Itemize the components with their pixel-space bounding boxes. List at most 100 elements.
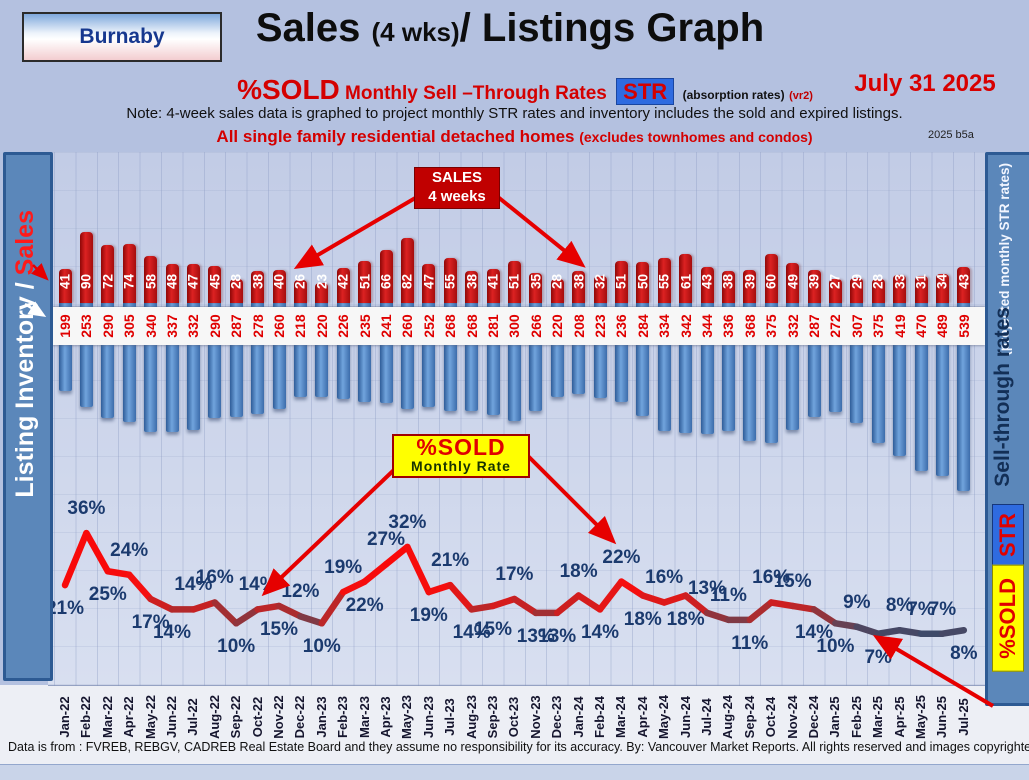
x-axis-label: Apr-24 [634, 696, 650, 738]
str-line-segment [789, 602, 818, 613]
bar-sales [935, 274, 949, 303]
bar-sales [828, 279, 842, 303]
bottom-strip [0, 764, 1029, 780]
x-axis-label: Mar-24 [613, 696, 629, 738]
bar-sales [614, 261, 628, 303]
left-axis-panel: Listing Inventory / Sales [3, 152, 53, 681]
pct-sold-value-label: 15% [259, 618, 299, 640]
str-line-segment [104, 568, 133, 578]
chart-plot-area: 41 199 21% 90 253 36% 72 290 25% 74 305 24% 58 340 17%… [46, 152, 985, 686]
str-line-segment [339, 578, 368, 596]
x-axis-label: Nov-22 [271, 695, 286, 739]
pct-sold-value-label: 18% [623, 608, 662, 630]
str-line-segment [147, 595, 176, 613]
x-axis-label: May-25 [913, 694, 928, 740]
x-axis-label: Jul-22 [185, 698, 201, 736]
pct-sold-legend-badge: %SOLD [992, 565, 1024, 672]
sales-4weeks-callout: SALES 4 weeks [414, 167, 500, 209]
str-line-segment [703, 609, 732, 624]
rates-label: Monthly Sell –Through Rates [339, 83, 613, 104]
pct-sold-value-label: 10% [302, 636, 341, 658]
str-line-segment [853, 623, 882, 637]
pct-sold-value-label: 19% [409, 605, 448, 627]
pct-sold-value-label: 16% [645, 567, 684, 589]
bar-sales [465, 271, 479, 303]
str-line-segment [125, 571, 154, 603]
str-rate-line [61, 529, 968, 637]
pct-sold-value-label: 14% [452, 622, 491, 644]
x-axis-label: Dec-22 [292, 695, 308, 739]
pct-sold-value-label: 13% [516, 625, 555, 647]
x-axis-label: Nov-23 [527, 695, 543, 739]
bar-sales [165, 263, 179, 303]
x-axis-label: Nov-24 [784, 695, 800, 739]
title-4wks: (4 wks) [371, 17, 460, 47]
pct-sold-value-label: 16% [752, 567, 791, 589]
pct-sold-value-label: 36% [67, 498, 106, 520]
bar-sales [657, 258, 671, 303]
str-line-segment [896, 626, 925, 637]
bar-sales [914, 276, 928, 303]
sold-callout-line2: Monthly Rate [411, 458, 511, 474]
x-axis-label: Apr-25 [891, 696, 907, 738]
x-axis-label: Apr-22 [121, 696, 137, 738]
absorption-note: (absorption rates) [682, 88, 785, 102]
pct-sold-value-label: 15% [473, 618, 513, 640]
pct-sold-label: %SOLD [237, 74, 340, 105]
bar-sales [272, 269, 286, 303]
region-label: Burnaby [79, 25, 165, 48]
bar-sales [871, 278, 885, 303]
bar-sales [336, 268, 350, 303]
bar-sales [122, 243, 136, 303]
pct-sold-value-label: 22% [345, 594, 384, 616]
str-line-segment [275, 602, 304, 620]
x-axis-label: Aug-23 [463, 694, 479, 740]
x-axis-label: Jan-24 [570, 696, 586, 738]
pct-sold-value-label: 7% [907, 598, 935, 620]
pct-sold-value-label: 25% [88, 584, 127, 606]
report-date: July 31 2025 [854, 70, 996, 97]
sell-through-rates-label: Sell-through rates [991, 307, 1014, 487]
x-axis-label: Sep-22 [228, 695, 244, 739]
x-axis-label: May-23 [399, 694, 415, 740]
subtitle-line: %SOLD Monthly Sell –Through Rates STR (a… [195, 74, 855, 106]
bar-listings [935, 303, 949, 477]
str-line-segment [639, 592, 668, 606]
pct-sold-value-label: 13% [687, 577, 727, 599]
bar-sales [529, 273, 543, 303]
str-line-segment [682, 592, 711, 617]
sales-callout-line2: 4 weeks [428, 188, 486, 205]
str-line-segment [660, 592, 689, 606]
bar-sales [636, 262, 650, 303]
x-axis-label: Jun-23 [420, 696, 436, 738]
str-line-segment [511, 595, 540, 617]
region-button[interactable]: Burnaby [22, 12, 222, 62]
pct-sold-value-label: 9% [843, 591, 871, 613]
bar-listings [957, 303, 971, 491]
x-axis-label: Aug-24 [720, 694, 736, 740]
bar-sales [893, 274, 907, 303]
x-axis-label: May-22 [142, 694, 158, 740]
x-axis-label: Jul-23 [442, 698, 458, 736]
bar-sales [293, 280, 307, 303]
subject-line: All single family residential detached h… [0, 127, 1029, 147]
pct-sold-value-label: 21% [431, 550, 470, 572]
pct-sold-value-label: 17% [495, 564, 534, 585]
pct-sold-value-label: 18% [559, 560, 598, 582]
str-line-segment [190, 599, 219, 613]
bar-sales [443, 258, 457, 303]
pct-sold-value-label: 24% [110, 539, 149, 561]
file-code: 2025 b5a [928, 129, 974, 141]
x-axis-label: Sep-23 [485, 695, 500, 739]
str-line-segment [404, 543, 433, 596]
x-axis-label: Jun-25 [934, 696, 950, 738]
bar-sales [679, 253, 693, 303]
str-line-segment [232, 606, 261, 627]
pct-sold-value-label: 7% [864, 646, 892, 668]
pct-sold-value-label: 32% [388, 511, 427, 533]
pct-sold-value-label: 12% [281, 581, 320, 603]
pct-sold-value-label: 16% [195, 567, 234, 589]
version-tag: (vr2) [789, 90, 813, 102]
x-axis-label: Mar-25 [870, 696, 886, 738]
x-axis-label: Jul-25 [955, 698, 971, 736]
